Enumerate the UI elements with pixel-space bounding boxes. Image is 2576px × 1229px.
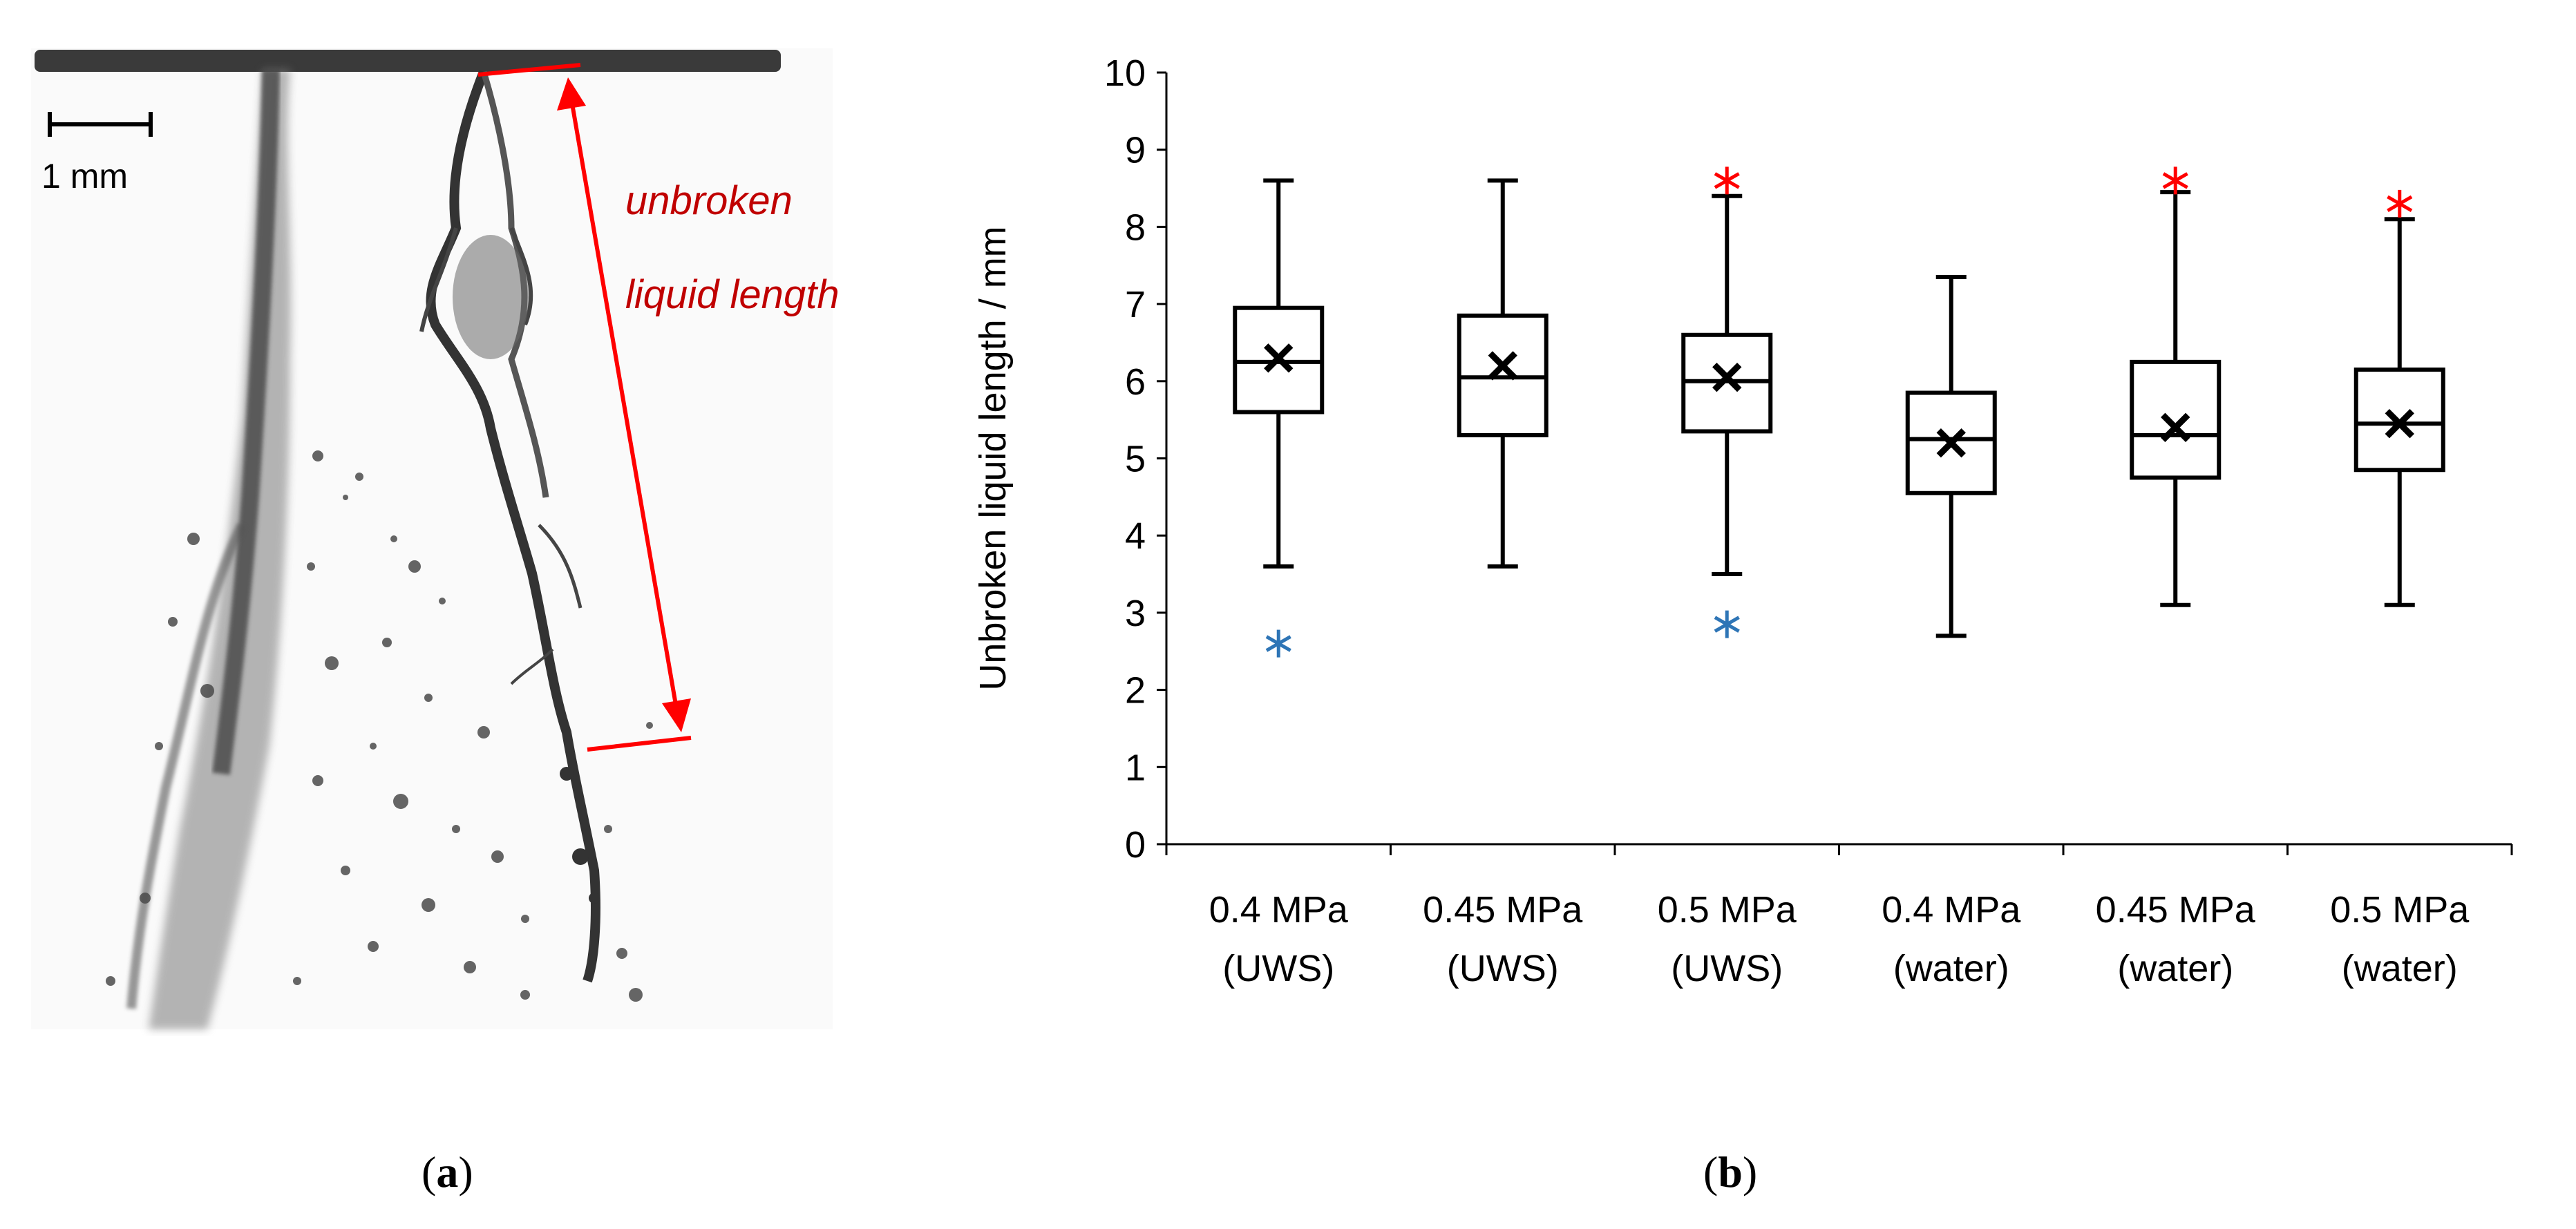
caption-a-close: ) [458, 1147, 473, 1197]
outlier-low [1265, 629, 1291, 658]
x-tick-label-line1: 0.5 MPa [1658, 889, 1797, 931]
caption-a-letter: a [436, 1147, 459, 1197]
axes: 0 1 2 3 4 5 6 7 8 9 10 [1104, 53, 2513, 866]
y-tick-label: 8 [1125, 207, 1146, 248]
x-tick-label-line1: 0.4 MPa [1209, 889, 1349, 931]
annotation-liquid-length: liquid length [625, 272, 840, 317]
caption-b-letter: b [1718, 1147, 1743, 1197]
panel-b-boxplot: Unbroken liquid length / mm 0 1 2 3 4 5 6 7 8 9 10… [954, 0, 2576, 1105]
box-group: 0.4 MPa (UWS) [1209, 178, 1349, 989]
iqr-box [2354, 368, 2445, 473]
mean-marker [1712, 363, 1742, 392]
y-tick-label: 7 [1125, 284, 1146, 325]
caption-a-open: ( [422, 1147, 437, 1197]
y-tick-label: 6 [1125, 361, 1146, 403]
x-tick-label-line1: 0.45 MPa [1423, 889, 1583, 931]
caption-a: (a) [422, 1147, 473, 1198]
spray-image: 1 mm unbroken liquid length [31, 48, 840, 1029]
right-spray-ligament [419, 70, 600, 983]
boxes: 0.4 MPa(UWS)0.45 MPa(UWS)0.5 MPa(UWS)0.4… [1209, 166, 2470, 989]
iqr-box [2130, 359, 2222, 480]
outlier-high [2162, 166, 2188, 195]
caption-b: (b) [1703, 1147, 1757, 1198]
outlier-low [1714, 610, 1740, 638]
scale-bar-label: 1 mm [41, 157, 128, 196]
box-group: 0.45 MPa (UWS) [1423, 178, 1583, 989]
y-tick-label: 1 [1125, 747, 1146, 788]
x-tick-label-line1: 0.5 MPa [2330, 889, 2470, 931]
mean-marker [1264, 343, 1294, 373]
y-tick-label: 0 [1125, 824, 1146, 866]
annotation-unbroken: unbroken [625, 178, 793, 223]
y-axis-title: Unbroken liquid length / mm [972, 226, 1014, 690]
droplets [106, 450, 653, 1002]
y-tick-label: 10 [1104, 53, 1146, 94]
caption-b-close: ) [1742, 1147, 1758, 1197]
x-tick-label-line2: (UWS) [1447, 948, 1559, 989]
unbroken-length-arrow [477, 63, 692, 752]
nozzle-plate [35, 50, 781, 72]
x-tick-label-line2: (UWS) [1671, 948, 1783, 989]
outlier-high [2387, 189, 2413, 218]
outlier-high [1714, 166, 1740, 195]
x-tick-label-line2: (UWS) [1222, 948, 1334, 989]
scale-bar [48, 112, 153, 137]
y-tick-label: 4 [1125, 515, 1146, 557]
y-tick-label: 2 [1125, 670, 1146, 712]
left-spray-plume [126, 68, 292, 1029]
mean-marker [2385, 409, 2414, 439]
x-tick-label-line2: (water) [2117, 948, 2233, 989]
caption-b-open: ( [1703, 1147, 1718, 1197]
x-tick-label-line2: (water) [1893, 948, 2009, 989]
y-tick-label: 9 [1125, 130, 1146, 171]
y-tick-label: 3 [1125, 593, 1146, 634]
mean-marker [2161, 412, 2190, 443]
box-group: 0.5 MPa (UWS) [1658, 166, 1797, 989]
boxplot-chart: Unbroken liquid length / mm 0 1 2 3 4 5 6 7 8 9 10… [972, 53, 2513, 989]
box-group: 0.45 MPa (water) [2096, 166, 2256, 989]
iqr-box [1905, 390, 1997, 495]
panel-a-spray-image: 1 mm unbroken liquid length [0, 0, 967, 1229]
x-tick-label-line1: 0.45 MPa [2096, 889, 2256, 931]
mean-marker [1936, 428, 1966, 458]
x-tick-label-line1: 0.4 MPa [1882, 889, 2021, 931]
y-tick-label: 5 [1125, 439, 1146, 480]
box-group: 0.4 MPa (water) [1882, 275, 2021, 989]
box-group: 0.5 MPa (water) [2330, 189, 2470, 989]
mean-marker [1488, 351, 1517, 381]
x-tick-label-line2: (water) [2342, 948, 2458, 989]
image-backdrop [31, 48, 833, 1029]
